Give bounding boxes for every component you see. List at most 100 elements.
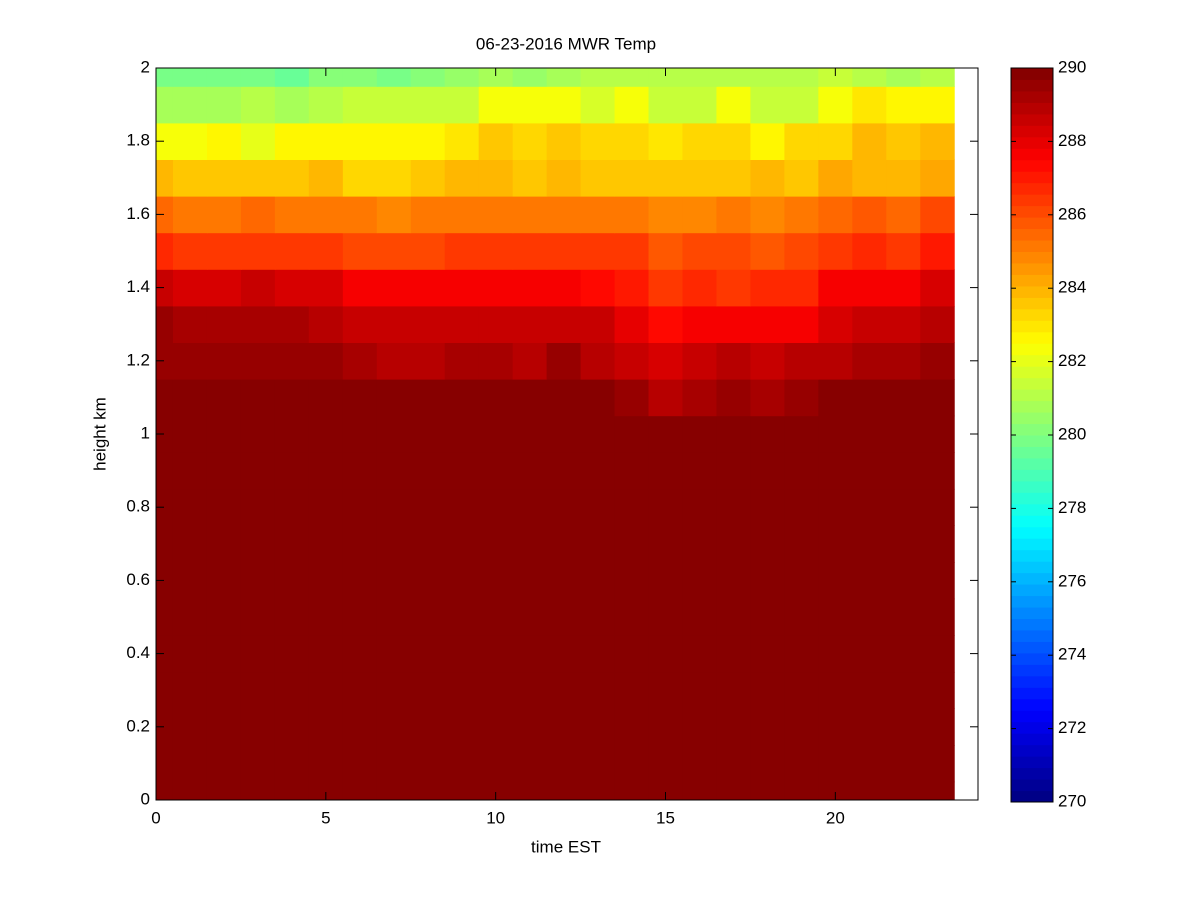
heatmap-cell — [648, 269, 683, 307]
heatmap-cell — [444, 342, 480, 380]
heatmap-cell — [444, 635, 480, 673]
colorbar-segment — [1011, 113, 1053, 126]
heatmap-cell — [172, 525, 208, 563]
heatmap-cell — [682, 525, 717, 563]
heatmap-cell — [750, 671, 785, 709]
heatmap-cell — [172, 122, 208, 160]
colorbar-segment — [1011, 389, 1053, 402]
colorbar-segment — [1011, 744, 1053, 757]
heatmap-cell — [512, 525, 548, 563]
heatmap-cell — [886, 159, 921, 197]
heatmap-cell — [852, 196, 887, 234]
heatmap-cell — [444, 159, 480, 197]
y-tick-label: 0 — [141, 789, 150, 808]
heatmap-cell — [376, 86, 412, 124]
heatmap-cell — [614, 635, 650, 673]
heatmap-cell — [410, 635, 446, 673]
heatmap-cell — [172, 671, 208, 709]
heatmap-cell — [342, 415, 378, 453]
heatmap-cell — [580, 598, 616, 636]
colorbar-segment — [1011, 446, 1053, 459]
heatmap-cell — [376, 598, 412, 636]
heatmap-cell — [546, 379, 582, 417]
heatmap-cell — [410, 122, 446, 160]
heatmap-cell — [206, 342, 242, 380]
heatmap-cell — [444, 86, 480, 124]
heatmap-cell — [818, 122, 853, 160]
colorbar-segment — [1011, 251, 1053, 264]
heatmap-cell — [512, 159, 548, 197]
heatmap-cell — [750, 342, 785, 380]
heatmap-cell — [614, 379, 650, 417]
colorbar-segment — [1011, 274, 1053, 287]
heatmap-cell — [240, 598, 276, 636]
heatmap-cell — [716, 68, 751, 87]
heatmap-cell — [920, 232, 955, 270]
heatmap-cell — [648, 745, 683, 783]
heatmap-cell — [648, 708, 683, 746]
heatmap-cell — [274, 562, 310, 600]
heatmap-cell — [546, 269, 582, 307]
colorbar-segment — [1011, 297, 1053, 310]
chart-title: 06-23-2016 MWR Temp — [476, 34, 656, 53]
heatmap-cell — [784, 708, 819, 746]
heatmap-cell — [716, 269, 751, 307]
heatmap-cell — [410, 379, 446, 417]
heatmap-cell — [512, 305, 548, 343]
heatmap-cell — [886, 708, 921, 746]
heatmap-cell — [240, 635, 276, 673]
heatmap-cell — [682, 342, 717, 380]
heatmap-cell — [920, 196, 955, 234]
heatmap-cell — [886, 379, 921, 417]
heatmap-cell — [308, 232, 344, 270]
heatmap-cell — [274, 635, 310, 673]
heatmap-cell — [920, 415, 955, 453]
heatmap-cell — [206, 159, 242, 197]
heatmap-cell — [342, 122, 378, 160]
colorbar-segment — [1011, 733, 1053, 746]
heatmap-cell — [156, 708, 174, 746]
heatmap-cell — [206, 122, 242, 160]
heatmap-cell — [206, 196, 242, 234]
heatmap-cell — [156, 671, 174, 709]
heatmap-cell — [274, 232, 310, 270]
heatmap-cell — [240, 269, 276, 307]
heatmap-cell — [342, 671, 378, 709]
heatmap-cell — [156, 745, 174, 783]
heatmap-cell — [818, 86, 853, 124]
colorbar-tick-label: 270 — [1058, 791, 1086, 810]
heatmap-cell — [342, 635, 378, 673]
y-tick-label: 1.8 — [126, 131, 150, 150]
heatmap-cell — [444, 196, 480, 234]
heatmap-cell — [852, 122, 887, 160]
heatmap-cell — [920, 269, 955, 307]
heatmap-cell — [308, 781, 344, 800]
heatmap-cell — [920, 525, 955, 563]
heatmap-cell — [342, 269, 378, 307]
heatmap-cell — [444, 232, 480, 270]
heatmap-cell — [172, 379, 208, 417]
heatmap-cell — [818, 635, 853, 673]
colorbar-segment — [1011, 652, 1053, 665]
heatmap-cell — [818, 488, 853, 526]
heatmap-cell — [342, 379, 378, 417]
heatmap-cell — [750, 269, 785, 307]
heatmap-cell — [580, 122, 616, 160]
heatmap-cell — [886, 781, 921, 800]
heatmap-cell — [410, 562, 446, 600]
colorbar-segment — [1011, 331, 1053, 344]
heatmap-cell — [376, 342, 412, 380]
heatmap-cell — [546, 122, 582, 160]
heatmap-cell — [648, 562, 683, 600]
heatmap-cell — [682, 379, 717, 417]
heatmap-cell — [512, 781, 548, 800]
heatmap-cell — [716, 598, 751, 636]
heatmap-cell — [682, 562, 717, 600]
heatmap-cell — [546, 781, 582, 800]
heatmap-cell — [206, 562, 242, 600]
heatmap-cell — [274, 379, 310, 417]
heatmap-cell — [818, 745, 853, 783]
heatmap-cell — [240, 196, 276, 234]
heatmap-cell — [172, 196, 208, 234]
heatmap-cell — [818, 159, 853, 197]
